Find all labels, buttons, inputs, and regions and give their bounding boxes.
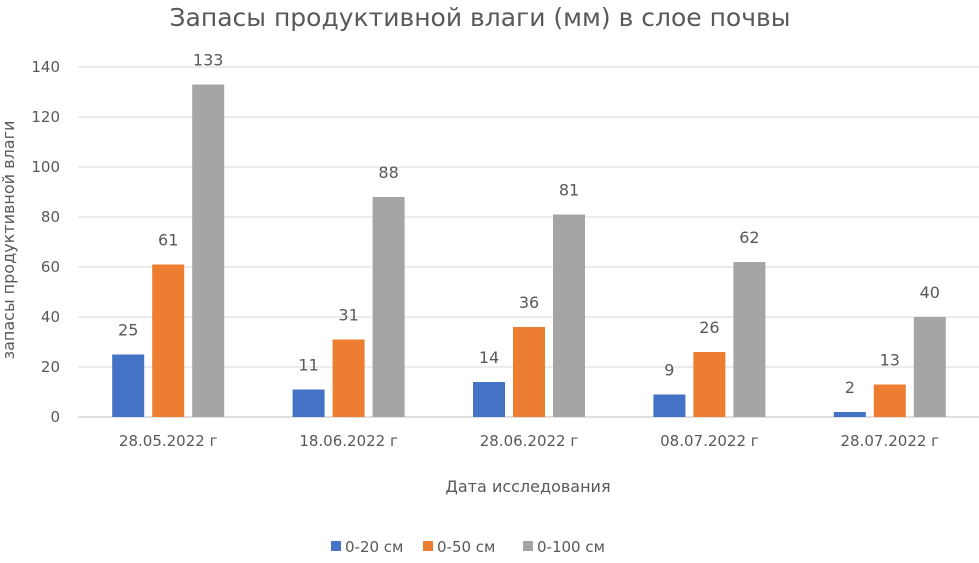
chart-title: Запасы продуктивной влаги (мм) в слое по… bbox=[170, 3, 791, 32]
x-tick-label: 28.05.2022 г bbox=[119, 432, 218, 450]
x-tick-label: 08.07.2022 г bbox=[660, 432, 759, 450]
data-label: 88 bbox=[378, 163, 398, 182]
bar bbox=[653, 394, 686, 417]
data-label: 62 bbox=[739, 228, 759, 247]
data-label: 133 bbox=[193, 51, 224, 70]
bars bbox=[112, 84, 946, 417]
legend-label: 0-100 см bbox=[537, 538, 605, 556]
y-tick-label: 100 bbox=[31, 158, 60, 176]
bar bbox=[292, 389, 325, 417]
legend-swatch bbox=[523, 541, 533, 551]
data-label: 31 bbox=[338, 306, 358, 325]
data-label: 11 bbox=[298, 356, 318, 375]
data-label: 25 bbox=[118, 321, 138, 340]
legend-swatch bbox=[423, 541, 433, 551]
y-tick-label: 0 bbox=[50, 408, 60, 426]
bar bbox=[152, 264, 185, 417]
y-axis-ticks: 0 20 40 60 80 100 120 140 bbox=[31, 58, 60, 426]
y-tick-label: 60 bbox=[41, 258, 60, 276]
data-label: 26 bbox=[699, 318, 719, 337]
legend-label: 0-20 см bbox=[345, 538, 403, 556]
x-tick-label: 18.06.2022 г bbox=[299, 432, 398, 450]
y-axis-title: запасы продуктивной влаги bbox=[0, 121, 18, 360]
bar bbox=[913, 317, 946, 417]
gridlines bbox=[78, 66, 979, 418]
bar bbox=[833, 412, 866, 417]
bar bbox=[873, 384, 906, 417]
y-tick-label: 120 bbox=[31, 108, 60, 126]
data-label: 14 bbox=[479, 348, 499, 367]
bar bbox=[473, 382, 505, 417]
bar bbox=[192, 84, 225, 417]
data-labels: 25 61 133 11 31 88 14 36 81 9 26 62 2 13 40 bbox=[118, 51, 940, 398]
x-tick-label: 28.06.2022 г bbox=[480, 432, 579, 450]
data-label: 61 bbox=[158, 231, 178, 250]
y-tick-label: 140 bbox=[31, 58, 60, 76]
bar bbox=[372, 197, 405, 417]
x-tick-label: 28.07.2022 г bbox=[841, 432, 940, 450]
y-tick-label: 20 bbox=[41, 358, 60, 376]
y-tick-label: 80 bbox=[41, 208, 60, 226]
data-label: 36 bbox=[519, 293, 539, 312]
bar bbox=[733, 262, 766, 417]
data-label: 9 bbox=[664, 361, 674, 380]
bar bbox=[513, 327, 545, 417]
legend: 0-20 см 0-50 см 0-100 см bbox=[331, 538, 605, 556]
data-label: 2 bbox=[845, 378, 855, 397]
data-label: 40 bbox=[920, 283, 940, 302]
data-label: 13 bbox=[880, 351, 900, 370]
x-axis-title: Дата исследования bbox=[445, 477, 610, 496]
data-label: 81 bbox=[559, 181, 579, 200]
bar bbox=[332, 339, 365, 417]
bar bbox=[693, 352, 726, 417]
bar bbox=[553, 214, 585, 417]
bar bbox=[112, 354, 145, 417]
x-axis-ticks: 28.05.2022 г 18.06.2022 г 28.06.2022 г 08.0… bbox=[119, 432, 939, 450]
legend-label: 0-50 см bbox=[437, 538, 495, 556]
legend-swatch bbox=[331, 541, 341, 551]
y-tick-label: 40 bbox=[41, 308, 60, 326]
